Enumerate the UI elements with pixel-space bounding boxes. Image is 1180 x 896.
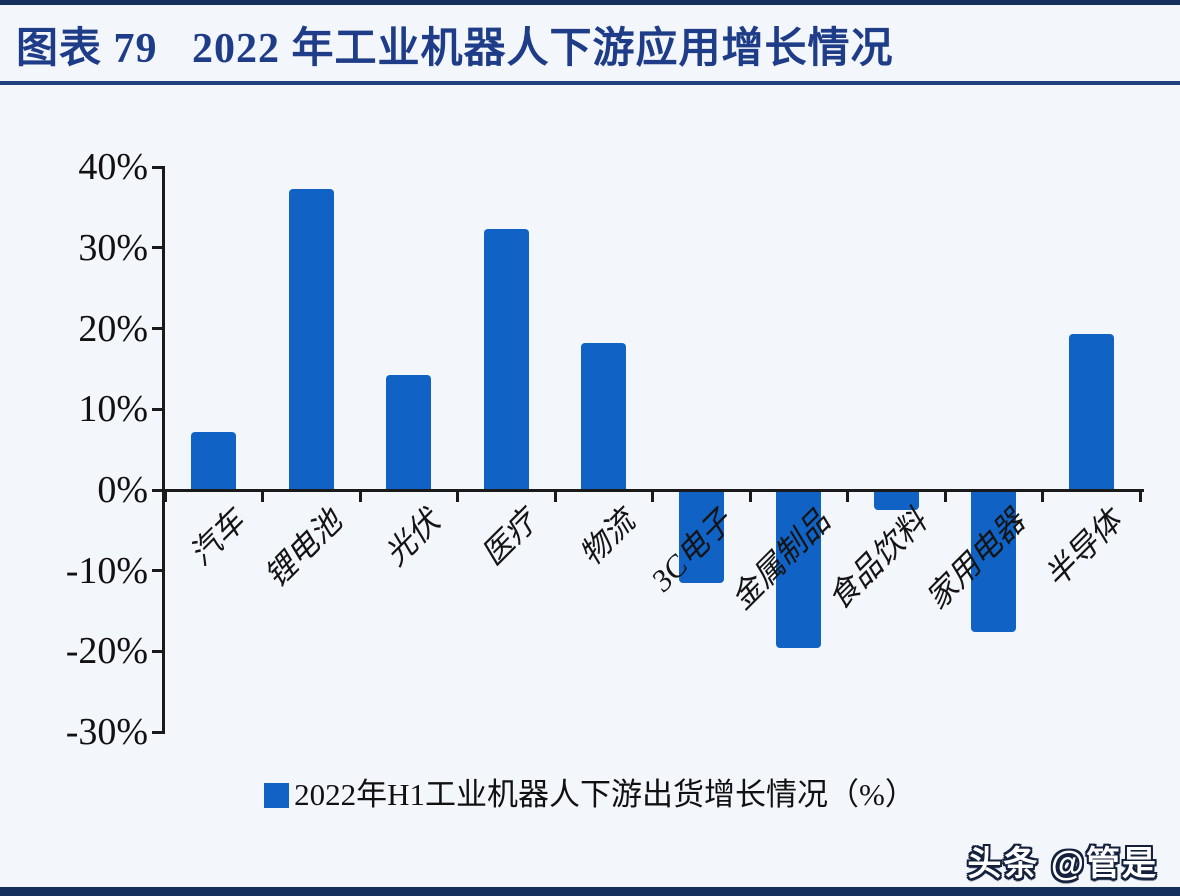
x-axis-line [165, 489, 1144, 492]
y-axis-tick [152, 407, 162, 411]
y-axis-label: -10% [65, 549, 148, 592]
category-label: 物流 [572, 503, 642, 573]
y-axis-tick [152, 488, 162, 492]
bar [776, 491, 822, 648]
y-axis-line [162, 166, 165, 735]
top-border-bar [0, 0, 1180, 5]
category-label: 3C电子 [644, 503, 739, 598]
x-axis-tick [943, 491, 947, 502]
bar [386, 375, 432, 490]
y-axis-tick [152, 246, 162, 250]
bar [1068, 334, 1114, 490]
y-axis-tick [152, 569, 162, 573]
x-axis-tick [456, 491, 459, 502]
x-axis-tick [1041, 491, 1044, 502]
bar [581, 343, 627, 490]
x-axis-tick [1138, 491, 1142, 502]
category-label: 光伏 [377, 503, 447, 573]
category-label: 汽车 [182, 503, 252, 573]
y-axis-tick [152, 327, 162, 331]
x-axis-tick [846, 491, 849, 502]
legend-label: 2022年H1工业机器人下游出货增长情况（%） [294, 777, 916, 812]
bottom-border-bar [0, 887, 1180, 896]
x-axis-tick [748, 491, 752, 502]
title-underline [0, 81, 1180, 85]
x-axis-tick [358, 491, 362, 502]
x-axis-tick [261, 491, 264, 502]
bar [678, 491, 724, 583]
y-axis-label: 40% [78, 146, 148, 189]
x-axis-tick [163, 491, 167, 502]
chart-legend: 2022年H1工业机器人下游出货增长情况（%） [0, 777, 1180, 812]
figure-title: 图表 79 2022 年工业机器人下游应用增长情况 [16, 26, 894, 72]
bar [971, 491, 1017, 633]
y-axis-tick [152, 649, 162, 653]
x-axis-tick [553, 491, 557, 502]
y-axis-label: -30% [65, 711, 148, 754]
y-axis-label: 30% [78, 226, 148, 269]
bar [191, 431, 237, 490]
y-axis-label: 0% [97, 469, 148, 511]
bar [483, 229, 529, 490]
category-label: 医疗 [474, 503, 544, 573]
y-axis-label: -20% [65, 630, 148, 673]
x-axis-tick [651, 491, 654, 502]
category-label: 锂电池 [258, 503, 349, 595]
watermark: 头条 @管是 [967, 845, 1158, 883]
legend-swatch-icon [264, 782, 290, 808]
y-axis-tick [152, 730, 162, 734]
y-axis-label: 20% [78, 307, 148, 350]
y-axis-label: 10% [78, 388, 148, 431]
bar [873, 491, 919, 511]
y-axis-tick [152, 165, 162, 169]
bar [288, 188, 334, 490]
